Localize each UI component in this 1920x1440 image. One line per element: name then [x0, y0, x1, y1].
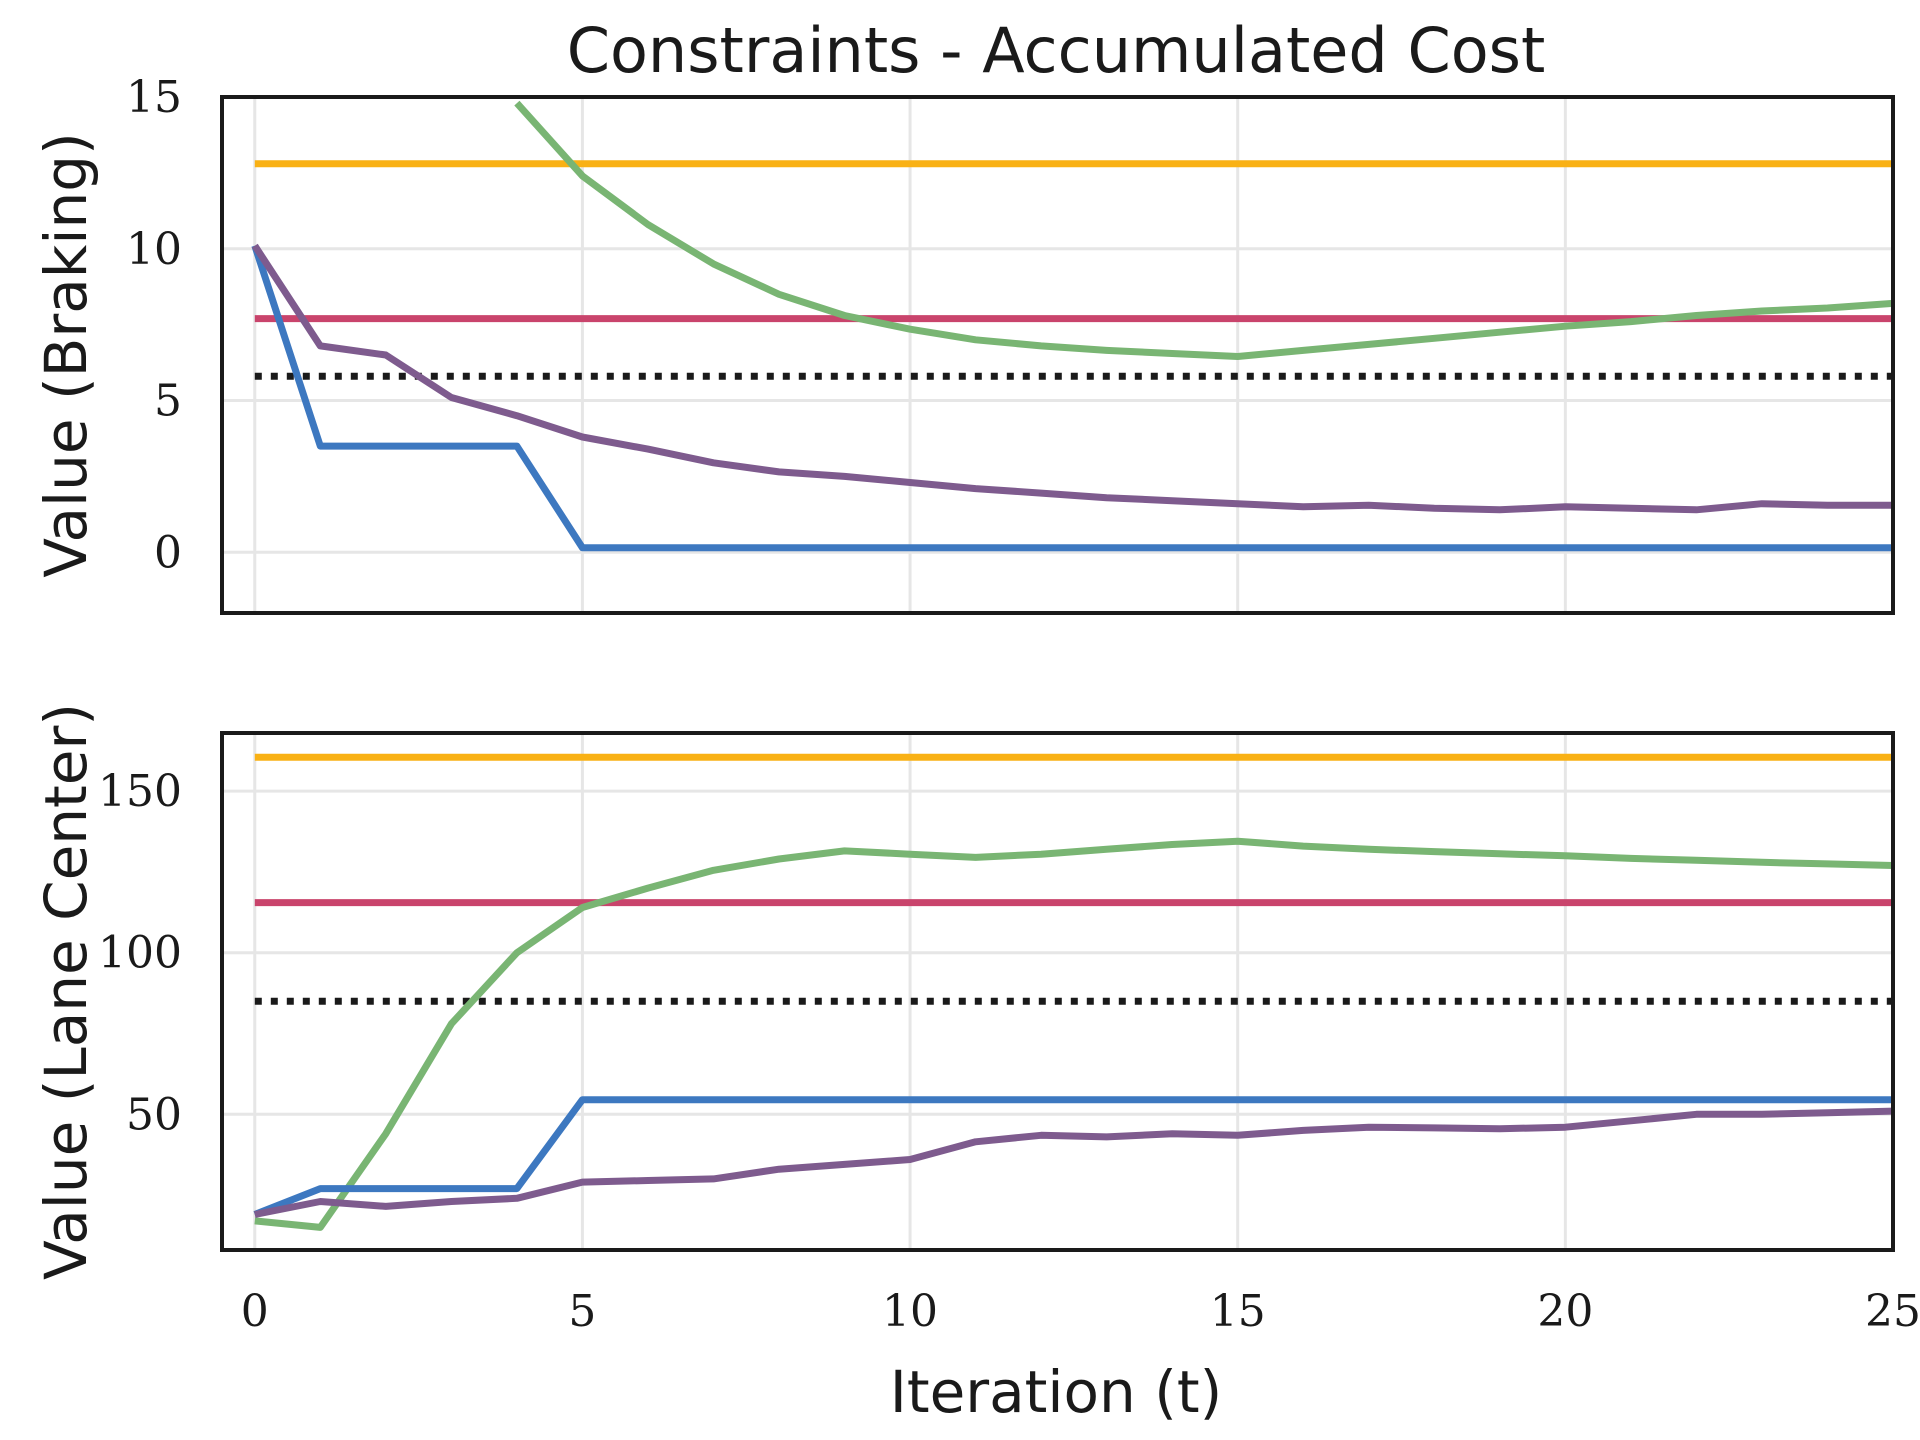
y-tick-label: 150 [98, 766, 182, 817]
green-series-line [514, 100, 1893, 360]
y-axis-label: Value (Lane Center) [32, 703, 100, 1280]
y-tick-label: 15 [126, 72, 182, 123]
x-tick-label: 25 [1865, 1286, 1920, 1337]
x-tick-label: 15 [1210, 1286, 1266, 1337]
y-tick-label: 5 [154, 376, 182, 427]
panel-braking: 0 5 10 15 Value (Braking) [32, 72, 1895, 615]
y-tick-label: 0 [154, 527, 182, 578]
y-tick-label: 10 [126, 224, 182, 275]
x-tick-label: 5 [568, 1286, 596, 1337]
y-tick-label: 50 [126, 1089, 182, 1140]
blue-series-line [253, 1096, 1893, 1218]
blue-series-line [251, 244, 1893, 552]
chart-title: Constraints - Accumulated Cost [567, 14, 1546, 87]
purple-series-line [254, 1107, 1893, 1218]
x-tick-label: 10 [882, 1286, 938, 1337]
purple-series-line [251, 243, 1893, 514]
y-tick-label: 100 [98, 928, 182, 979]
plot-frame [220, 95, 1895, 615]
x-tick-label: 0 [241, 1286, 269, 1337]
y-axis-label: Value (Braking) [32, 132, 100, 577]
green-series-line [254, 837, 1893, 1231]
plot-frame [220, 731, 1895, 1252]
x-axis-label: Iteration (t) [890, 1358, 1222, 1426]
x-tick-label: 20 [1537, 1286, 1593, 1337]
